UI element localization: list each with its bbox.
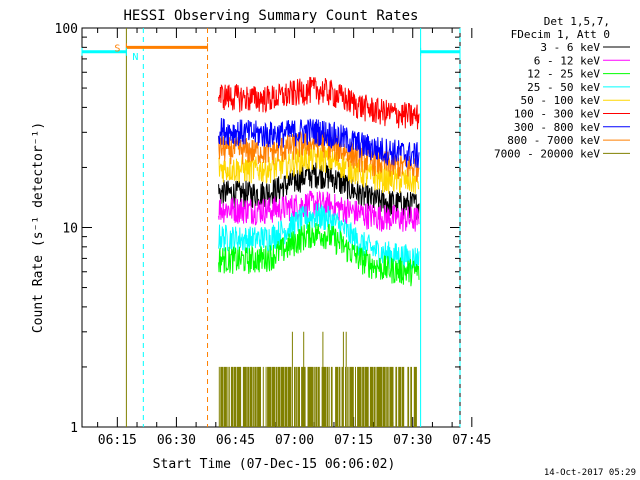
x-tick-label: 06:30 xyxy=(157,433,196,448)
series-trace-6-12kev xyxy=(218,190,420,232)
x-tick-label: 07:00 xyxy=(275,433,314,448)
y-axis-label: Count Rate (s⁻¹ detector⁻¹) xyxy=(31,122,46,333)
flag-label: N xyxy=(132,52,138,63)
series-trace-300-800kev xyxy=(218,117,420,168)
flag-label: S xyxy=(114,43,120,54)
x-tick-label: 07:45 xyxy=(452,433,491,448)
legend-entry-label: 12 - 25 keV xyxy=(527,68,600,81)
x-tick-label: 06:15 xyxy=(98,433,137,448)
y-tick-label: 100 xyxy=(55,22,78,37)
series-trace-100-300kev xyxy=(218,76,420,130)
legend-entry-label: 6 - 12 keV xyxy=(534,54,601,67)
legend-entry-label: 25 - 50 keV xyxy=(527,81,600,94)
series-trace-12-25kev xyxy=(218,221,420,287)
legend-entry-label: 3 - 6 keV xyxy=(540,41,600,54)
chart-title: HESSI Observing Summary Count Rates xyxy=(123,8,418,24)
series-trace-7000-20000-kev xyxy=(218,331,417,427)
legend-entry-label: 7000 - 20000 keV xyxy=(494,147,600,160)
x-tick-label: 07:15 xyxy=(334,433,373,448)
x-tick-label: 07:30 xyxy=(393,433,432,448)
legend-entry-label: 300 - 800 keV xyxy=(514,121,600,134)
footer-timestamp: 14-Oct-2017 05:29 xyxy=(544,468,636,478)
x-axis-label: Start Time (07-Dec-15 06:06:02) xyxy=(153,457,396,472)
series-trace-3-6kev xyxy=(218,162,420,221)
legend-entry-label: 50 - 100 keV xyxy=(521,94,601,107)
legend-header: FDecim 1, Att 0 xyxy=(511,28,610,41)
y-tick-label: 10 xyxy=(62,222,78,237)
legend-header: Det 1,5,7, xyxy=(544,15,610,28)
legend-entry-label: 100 - 300 keV xyxy=(514,108,600,121)
y-tick-label: 1 xyxy=(70,421,78,436)
x-tick-label: 06:45 xyxy=(216,433,255,448)
legend-entry-label: 800 - 7000 keV xyxy=(507,134,600,147)
